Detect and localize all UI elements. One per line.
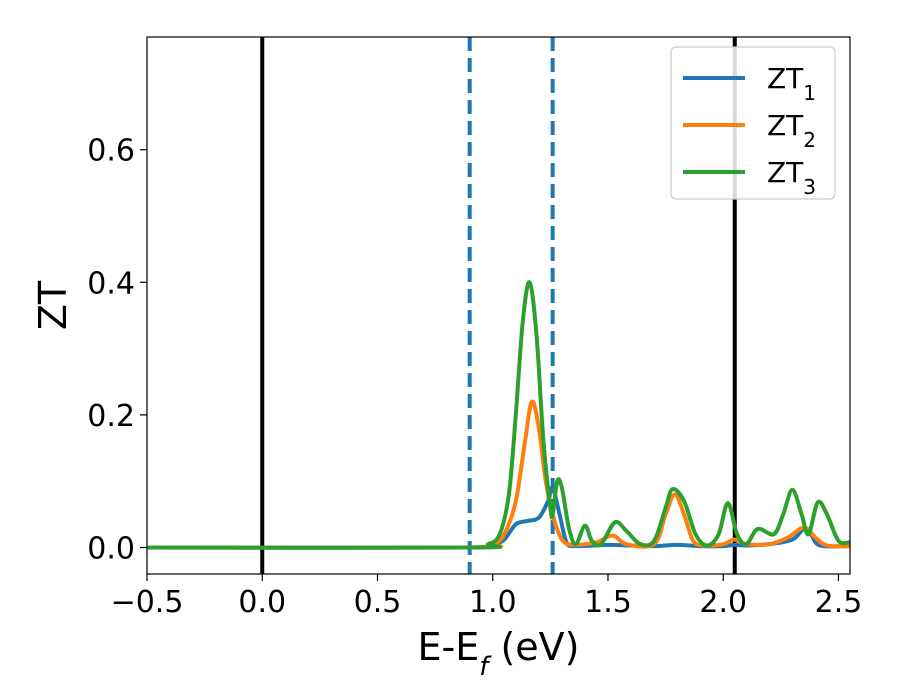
y-tick-label: 0.6 — [87, 134, 135, 169]
x-tick-label: 0.5 — [354, 585, 402, 620]
y-tick-label: 0.2 — [87, 399, 135, 434]
x-tick-label: −0.5 — [111, 585, 184, 620]
legend-box — [670, 46, 836, 200]
x-tick-label: 0.0 — [238, 585, 286, 620]
x-tick-label: 2.5 — [815, 585, 863, 620]
series-line-zt-3 — [147, 280, 850, 550]
legend-label-zt-1: ZT1 — [767, 62, 816, 105]
y-tick-label: 0.0 — [87, 531, 135, 566]
ticks-layer: −0.5 0.0 0.5 1.0 1.5 2.0 2.5 0.0 0.2 0.4 0.6 — [87, 134, 862, 620]
series-line-zt-2 — [147, 399, 850, 550]
legend-label-zt-3: ZT3 — [767, 156, 816, 199]
x-tick-label: 1.5 — [584, 585, 632, 620]
legend-label-zt-2: ZT2 — [767, 109, 816, 152]
y-axis-label: ZT — [31, 280, 75, 330]
series-line-zt-1 — [147, 485, 850, 550]
plot-frame — [146, 36, 851, 575]
y-tick-label: 0.4 — [87, 266, 135, 301]
x-tick-label: 1.0 — [469, 585, 517, 620]
x-axis-label: E-Ef (eV) — [418, 625, 580, 682]
x-tick-label: 2.0 — [699, 585, 747, 620]
